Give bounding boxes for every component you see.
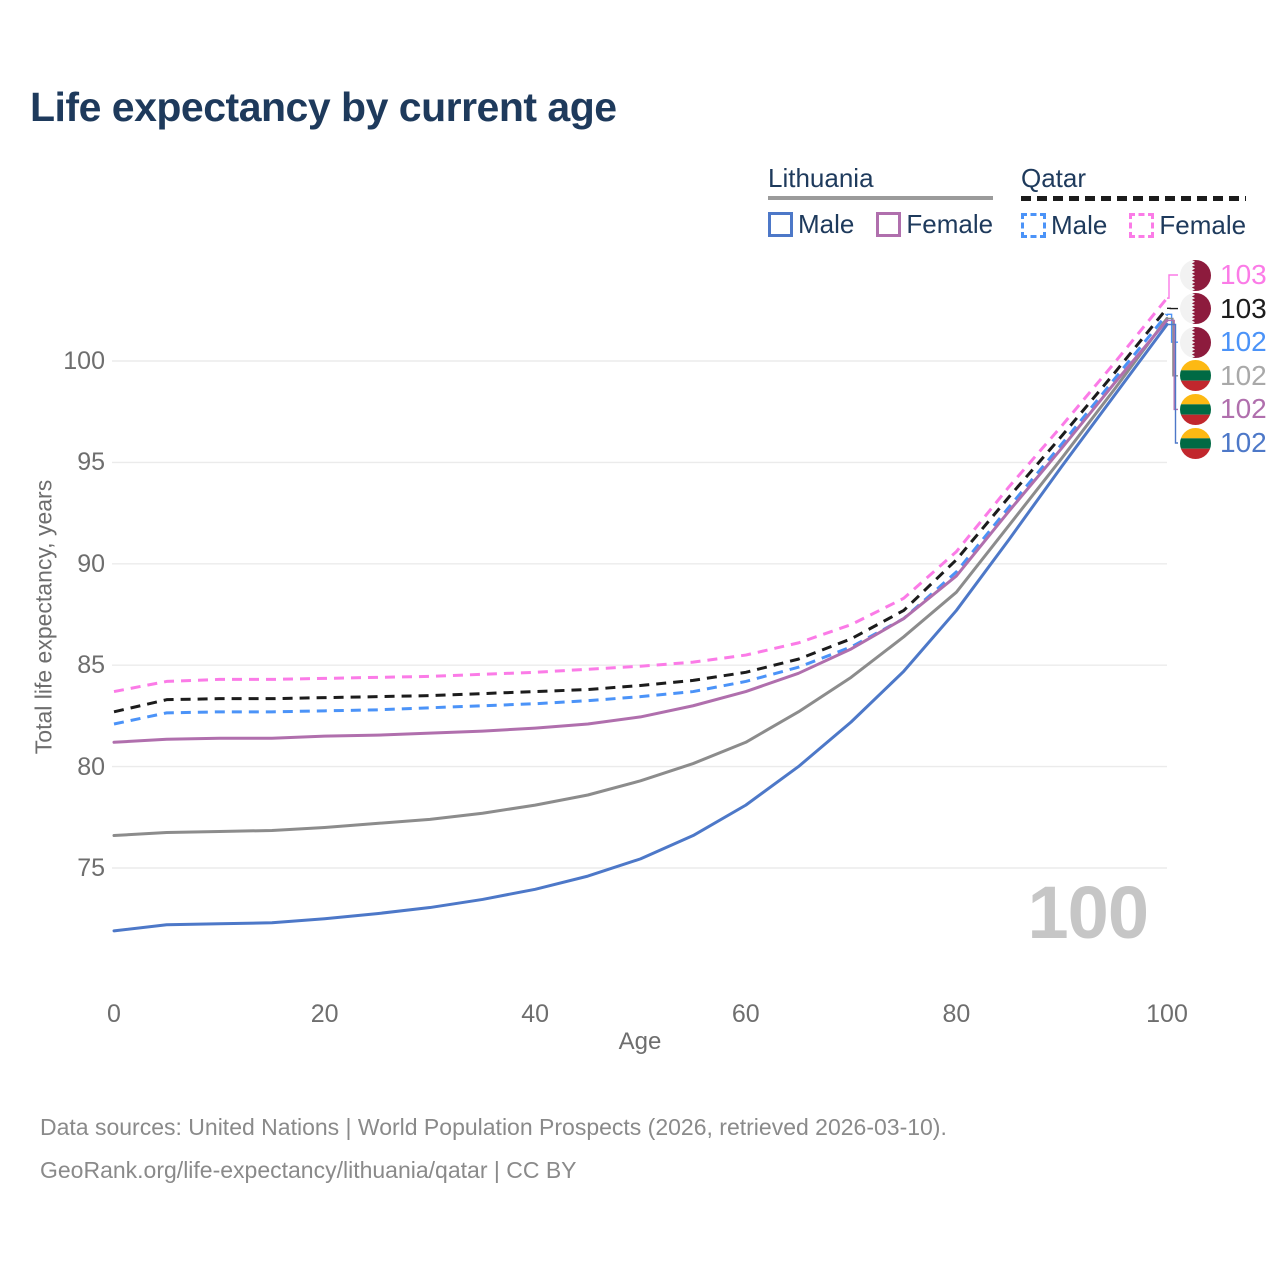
- series-line-qatar-female: [113, 297, 1169, 694]
- legend-item-lithuania-male[interactable]: Male: [768, 209, 854, 240]
- series-line-qatar: [113, 307, 1169, 714]
- y-tick-label: 100: [63, 347, 105, 375]
- legend-underline-qatar: [1021, 196, 1247, 201]
- x-tick-label: 80: [942, 1000, 971, 1028]
- x-tick-label: 60: [731, 1000, 760, 1028]
- legend-item-qatar-female[interactable]: Female: [1129, 210, 1246, 241]
- page-title: Life expectancy by current age: [30, 84, 617, 130]
- end-label-row-qatar: 103: [1180, 293, 1267, 325]
- legend-underline-lithuania: [768, 196, 994, 200]
- qatar-flag-icon: [1180, 293, 1211, 325]
- end-label-leader: [1167, 317, 1178, 377]
- end-label-leader: [1167, 274, 1178, 299]
- x-tick-label: 100: [1146, 1000, 1188, 1028]
- legend-item-label: Male: [798, 209, 855, 239]
- end-label-row-lithuania-male: 102: [1180, 427, 1267, 459]
- footer: Data sources: United Nations | World Pop…: [40, 1106, 947, 1192]
- qatar-flag-icon: [1180, 326, 1211, 358]
- end-label-value: 102: [1220, 326, 1267, 358]
- lithuania-flag-icon: [1180, 360, 1211, 392]
- legend-country-label-lithuania: Lithuania: [768, 163, 874, 193]
- legend-item-label: Female: [906, 209, 994, 239]
- qatar-flag-icon: [1180, 259, 1211, 291]
- end-label-row-qatar-male: 102: [1180, 326, 1267, 358]
- x-tick-label: 40: [521, 1000, 550, 1028]
- lithuania-male-swatch-icon: [768, 212, 793, 237]
- y-tick-label: 75: [77, 854, 105, 882]
- series-line-lithuania-male: [112, 322, 1169, 933]
- qatar-female-swatch-icon: [1129, 213, 1155, 238]
- end-label-value: 103: [1220, 259, 1267, 290]
- end-label-row-lithuania-female: 102: [1180, 393, 1267, 425]
- series-line-lithuania-female: [112, 318, 1169, 744]
- lithuania-flag-icon: [1180, 427, 1211, 459]
- footer-attribution-link[interactable]: GeoRank.org/life-expectancy/lithuania/qa…: [40, 1157, 577, 1183]
- legend-item-label: Female: [1159, 210, 1247, 240]
- x-axis-title: Age: [618, 1028, 662, 1055]
- lithuania-female-swatch-icon: [876, 212, 902, 237]
- end-label-row-lithuania: 102: [1180, 360, 1267, 392]
- end-label-value: 102: [1220, 393, 1267, 425]
- y-axis-title: Total life expectancy, years: [30, 479, 57, 755]
- legend-item-qatar-male[interactable]: Male: [1021, 210, 1107, 241]
- series-line-lithuania: [112, 316, 1169, 838]
- y-tick-label: 95: [77, 448, 105, 477]
- end-label-row-qatar-female: 103: [1180, 259, 1267, 291]
- end-label-value: 102: [1220, 427, 1267, 458]
- age-watermark: 100: [1027, 871, 1149, 954]
- y-tick-label: 90: [77, 549, 105, 578]
- end-label-value: 102: [1220, 359, 1267, 391]
- series-line-qatar-male: [113, 313, 1169, 726]
- legend-group-lithuania: Lithuania Male Female: [768, 163, 994, 240]
- y-tick-label: 80: [77, 752, 105, 781]
- qatar-male-swatch-icon: [1021, 213, 1046, 238]
- end-label-leader: [1167, 323, 1178, 444]
- x-tick-label: 0: [107, 1000, 121, 1028]
- y-tick-label: 85: [77, 651, 105, 680]
- footer-data-sources: Data sources: United Nations | World Pop…: [40, 1114, 947, 1140]
- x-tick-label: 20: [310, 1000, 339, 1028]
- end-label-value: 103: [1220, 292, 1267, 324]
- legend-country-label-qatar: Qatar: [1021, 163, 1087, 193]
- legend-group-qatar: Qatar Male Female: [1021, 163, 1247, 241]
- lithuania-flag-icon: [1180, 393, 1211, 425]
- legend-item-label: Male: [1051, 210, 1108, 240]
- legend-item-lithuania-female[interactable]: Female: [876, 209, 993, 240]
